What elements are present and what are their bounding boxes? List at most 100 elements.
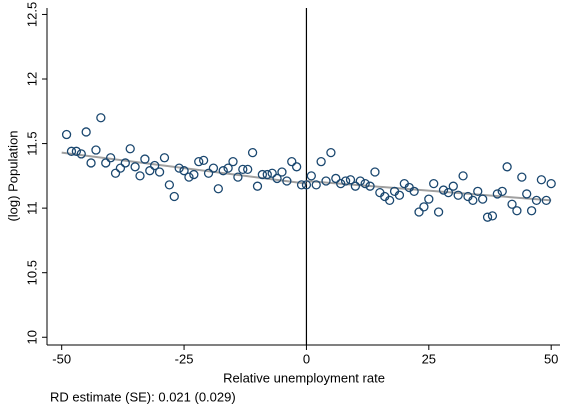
point <box>223 163 233 173</box>
point <box>125 144 135 154</box>
point <box>517 172 527 182</box>
point <box>355 176 365 186</box>
point <box>414 207 424 217</box>
point <box>287 157 297 167</box>
point <box>512 206 522 216</box>
point <box>326 147 336 158</box>
point <box>228 157 238 167</box>
point <box>247 147 258 158</box>
point <box>502 162 512 172</box>
point <box>546 178 556 189</box>
point <box>370 167 380 177</box>
point <box>262 169 272 180</box>
x-tick-label: 0 <box>303 351 310 366</box>
point <box>145 166 155 176</box>
point <box>438 185 449 195</box>
point <box>336 178 346 189</box>
point <box>453 190 463 200</box>
point <box>468 195 478 206</box>
y-tick-label: 11.5 <box>24 131 39 155</box>
point <box>296 180 307 190</box>
point <box>419 202 429 212</box>
point <box>267 168 277 178</box>
point <box>277 167 287 177</box>
point <box>169 191 179 202</box>
point <box>154 167 165 177</box>
point <box>81 127 91 137</box>
point <box>198 155 209 166</box>
point <box>531 195 542 206</box>
point <box>101 158 111 168</box>
point <box>291 162 302 172</box>
point <box>272 173 282 184</box>
point <box>96 113 106 123</box>
point <box>345 175 356 185</box>
y-tick-label: 10.5 <box>24 260 39 285</box>
point <box>61 129 72 140</box>
point <box>522 189 532 199</box>
point <box>252 181 263 191</box>
x-tick-label: -25 <box>175 351 194 366</box>
point <box>179 166 189 176</box>
point <box>340 176 351 186</box>
point <box>321 176 331 186</box>
point <box>541 195 551 206</box>
point <box>164 180 175 190</box>
point <box>429 178 439 189</box>
point <box>140 154 150 164</box>
point <box>194 157 204 167</box>
point <box>365 181 375 191</box>
point <box>189 169 199 180</box>
y-axis-label: (log) Population <box>5 130 20 221</box>
point <box>233 172 243 182</box>
point <box>76 149 86 159</box>
y-tick-label: 12.5 <box>24 2 39 27</box>
point <box>184 172 194 182</box>
point <box>243 164 253 175</box>
x-tick-label: 50 <box>544 351 558 366</box>
point <box>448 181 458 191</box>
point <box>492 189 502 199</box>
note: RD estimate (SE): 0.021 (0.029) <box>50 389 236 404</box>
fit-line <box>61 151 307 185</box>
point <box>120 158 130 168</box>
point <box>473 186 483 196</box>
y-tick-label: 12 <box>24 72 39 86</box>
point <box>311 180 321 190</box>
point <box>301 180 312 190</box>
point <box>110 168 121 178</box>
point <box>526 206 537 216</box>
point <box>487 211 498 221</box>
point <box>394 190 405 200</box>
point <box>360 178 370 189</box>
point <box>331 173 341 184</box>
point <box>482 212 493 222</box>
point <box>350 181 361 191</box>
point <box>478 194 488 204</box>
point <box>91 145 101 155</box>
point <box>507 199 517 209</box>
point <box>443 187 454 198</box>
point <box>213 184 223 194</box>
point <box>174 163 184 173</box>
point <box>497 186 507 196</box>
point <box>105 153 116 163</box>
point <box>385 195 395 206</box>
point <box>208 163 219 173</box>
point <box>159 153 170 163</box>
point <box>218 166 228 176</box>
point <box>115 163 126 173</box>
y-tick-label: 10 <box>24 330 39 344</box>
point <box>536 175 547 185</box>
point <box>71 146 82 156</box>
point <box>306 171 316 181</box>
y-tick-label: 11 <box>24 201 39 215</box>
point <box>66 146 77 156</box>
point <box>458 171 468 181</box>
point <box>135 171 145 181</box>
x-tick-label: 25 <box>422 351 436 366</box>
point <box>433 207 444 217</box>
point <box>316 157 326 167</box>
point <box>238 164 248 175</box>
